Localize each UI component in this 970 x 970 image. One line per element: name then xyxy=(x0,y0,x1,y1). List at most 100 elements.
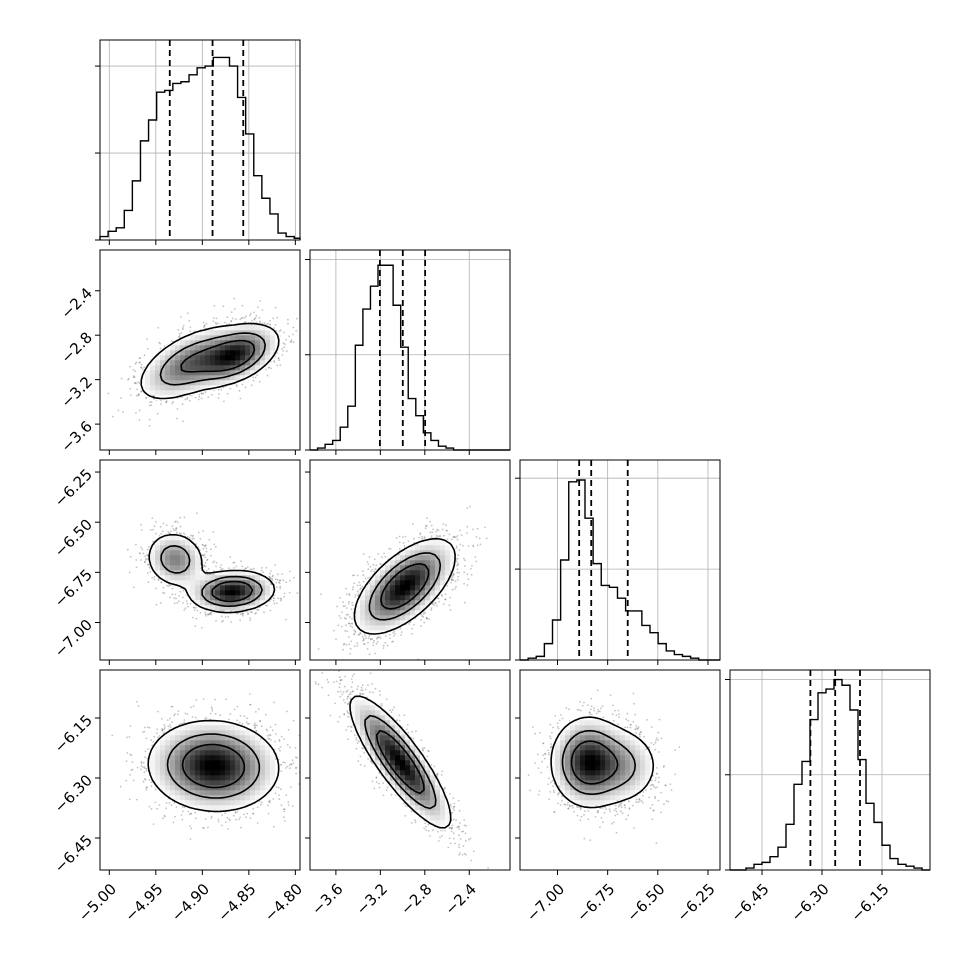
density-cell xyxy=(230,360,236,366)
scatter-point xyxy=(281,573,283,575)
scatter-point xyxy=(272,600,275,602)
density-cell xyxy=(200,360,206,366)
scatter-point xyxy=(184,398,187,401)
scatter-point xyxy=(239,613,242,616)
scatter-point xyxy=(135,543,137,546)
density-cell xyxy=(250,335,256,341)
density-cell xyxy=(145,390,151,396)
density-cell xyxy=(230,375,236,381)
hist-frame-1 xyxy=(309,249,511,451)
scatter-point xyxy=(138,361,141,364)
scatter-point xyxy=(193,609,196,611)
scatter-point xyxy=(142,552,145,555)
scatter-point xyxy=(272,597,275,599)
scatter-point xyxy=(240,317,243,320)
scatter-point xyxy=(171,402,174,405)
scatter-point xyxy=(166,584,169,587)
scatter-point xyxy=(178,595,181,597)
scatter-point xyxy=(202,321,205,324)
scatter-point xyxy=(150,401,153,403)
scatter-point xyxy=(175,520,177,523)
scatter-point xyxy=(135,382,138,385)
scatter-point xyxy=(246,610,248,613)
scatter-point xyxy=(273,361,276,363)
contour-level-0 xyxy=(140,322,280,400)
density-cell xyxy=(175,345,181,351)
scatter-point xyxy=(149,401,152,403)
scatter-point xyxy=(208,573,211,576)
density-cell xyxy=(245,340,251,346)
density-cell xyxy=(145,365,151,371)
scatter-point xyxy=(285,581,288,584)
scatter-point xyxy=(255,321,258,324)
scatter-point xyxy=(187,605,189,608)
scatter-point xyxy=(203,325,206,327)
scatter-point xyxy=(127,378,129,381)
scatter-point xyxy=(269,319,271,322)
scatter-point xyxy=(133,376,136,379)
scatter-point xyxy=(181,396,184,398)
scatter-point xyxy=(254,612,257,615)
density-cell xyxy=(205,355,211,361)
density-cell xyxy=(180,340,186,346)
density-cell xyxy=(190,345,196,351)
density-cell xyxy=(185,370,191,376)
scatter-point xyxy=(200,397,203,400)
scatter-point xyxy=(171,593,174,596)
scatter-point xyxy=(141,368,144,370)
scatter-point xyxy=(257,306,259,309)
scatter-point xyxy=(147,581,150,584)
scatter-point xyxy=(182,589,185,592)
scatter-point xyxy=(168,585,170,587)
scatter-point xyxy=(274,564,277,566)
scatter-point xyxy=(200,392,203,394)
scatter-point xyxy=(207,613,210,616)
density-cell xyxy=(235,330,241,336)
scatter-point xyxy=(265,604,267,607)
scatter-point xyxy=(148,404,151,407)
density-cell xyxy=(200,375,206,381)
scatter-point xyxy=(271,579,274,582)
scatter-point xyxy=(223,321,226,324)
density-cell xyxy=(245,370,251,376)
scatter-point xyxy=(213,570,215,572)
scatter-point xyxy=(160,403,162,405)
density-cell xyxy=(155,360,161,366)
density-cell xyxy=(225,350,231,356)
scatter-point xyxy=(208,538,211,541)
density-cell xyxy=(210,365,216,371)
histogram-step-3 xyxy=(730,678,930,871)
density-cell xyxy=(195,335,201,341)
scatter-point xyxy=(279,364,282,366)
scatter-point xyxy=(138,357,141,359)
density-cell xyxy=(255,345,261,351)
scatter-point xyxy=(263,322,266,325)
scatter-point xyxy=(219,610,222,612)
scatter-point xyxy=(279,585,282,588)
density-cell xyxy=(215,330,221,336)
scatter-point xyxy=(175,527,178,529)
density-cell xyxy=(160,355,166,361)
density-cell xyxy=(255,355,261,361)
histogram-panel-1 xyxy=(305,249,511,451)
scatter-point xyxy=(155,521,157,523)
scatter-point xyxy=(232,567,235,569)
scatter-point xyxy=(252,379,255,382)
density-cell xyxy=(235,365,241,371)
density-cell xyxy=(210,380,216,386)
density-cell xyxy=(240,350,246,356)
scatter-point xyxy=(155,587,158,590)
scatter-point xyxy=(182,420,185,423)
scatter-point xyxy=(140,390,143,393)
scatter-point xyxy=(290,341,293,343)
scatter-point xyxy=(269,577,272,580)
scatter-point xyxy=(228,567,230,570)
scatter-point xyxy=(290,339,293,341)
density-cell xyxy=(150,365,156,371)
scatter-point xyxy=(192,606,195,609)
scatter-point xyxy=(212,573,215,576)
scatter-point xyxy=(211,393,213,396)
density-cell xyxy=(245,360,251,366)
scatter-point xyxy=(184,607,187,610)
scatter-point xyxy=(139,366,142,369)
